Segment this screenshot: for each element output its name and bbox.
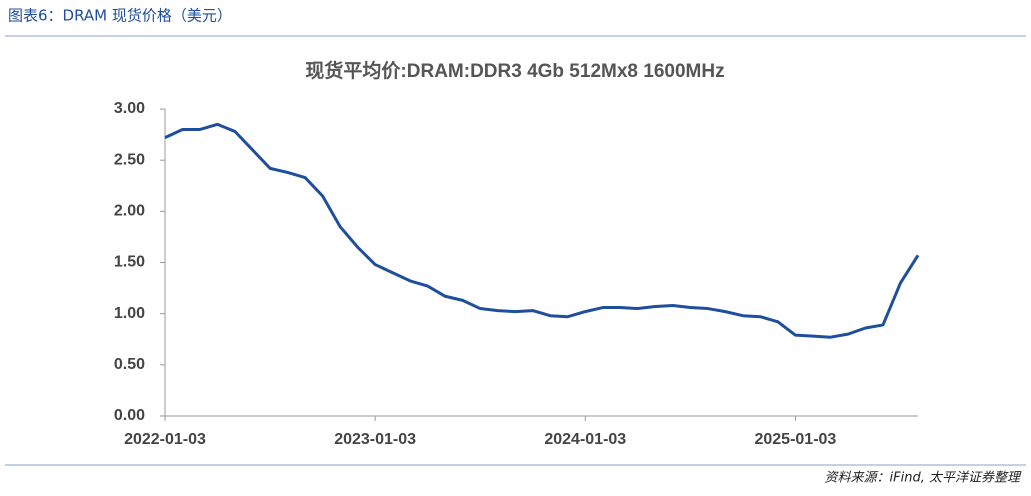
x-tick-label: 2022-01-03 bbox=[124, 431, 206, 448]
line-series bbox=[164, 122, 920, 339]
figure-title: 图表6：DRAM 现货价格（美元） bbox=[8, 7, 232, 25]
x-tick-label: 2025-01-03 bbox=[754, 431, 836, 448]
y-tick-label: 0.00 bbox=[114, 407, 145, 424]
y-tick-label: 2.50 bbox=[114, 151, 145, 168]
x-tick-label: 2023-01-03 bbox=[334, 431, 416, 448]
y-tick-label: 0.50 bbox=[114, 356, 145, 373]
y-tick-label: 1.50 bbox=[114, 254, 145, 271]
source-note: 资料来源：iFind, 太平洋证券整理 bbox=[825, 471, 1022, 486]
y-tick-label: 2.00 bbox=[114, 203, 145, 220]
y-tick-label: 3.00 bbox=[114, 100, 145, 117]
x-tick-label: 2024-01-03 bbox=[544, 431, 626, 448]
y-tick-label: 1.00 bbox=[114, 305, 145, 322]
chart-title: 现货平均价:DRAM:DDR3 4Gb 512Mx8 1600MHz bbox=[305, 59, 724, 82]
